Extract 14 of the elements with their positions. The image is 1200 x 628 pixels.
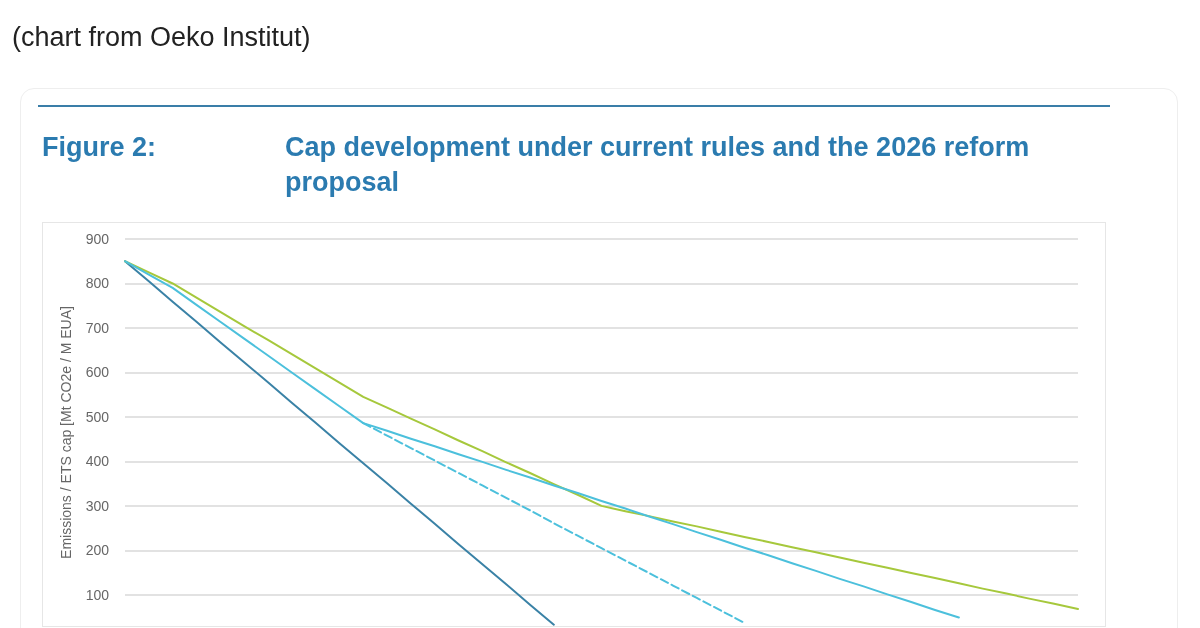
y-tick-label: 900 [85, 231, 110, 247]
y-tick-label: 100 [85, 586, 110, 603]
line-series [124, 260, 555, 626]
y-tick-label: 800 [85, 275, 110, 292]
y-tick-label: 400 [85, 453, 110, 470]
caption: Figure 2: [42, 131, 157, 164]
y-tick-label: 200 [85, 542, 110, 559]
y-axis-title: Emissions / ETS cap [Mt CO2e / M EUA] [58, 306, 74, 559]
text: (chart from Oeko Institut) [12, 22, 311, 53]
y-tick-label: 500 [85, 408, 110, 425]
y-tick-label: 700 [85, 319, 110, 336]
chart-title: Cap development under current rules and the 2026 reform proposal [285, 131, 1031, 199]
y-tick-label: 600 [85, 364, 110, 381]
y-tick-label: 300 [85, 497, 110, 514]
